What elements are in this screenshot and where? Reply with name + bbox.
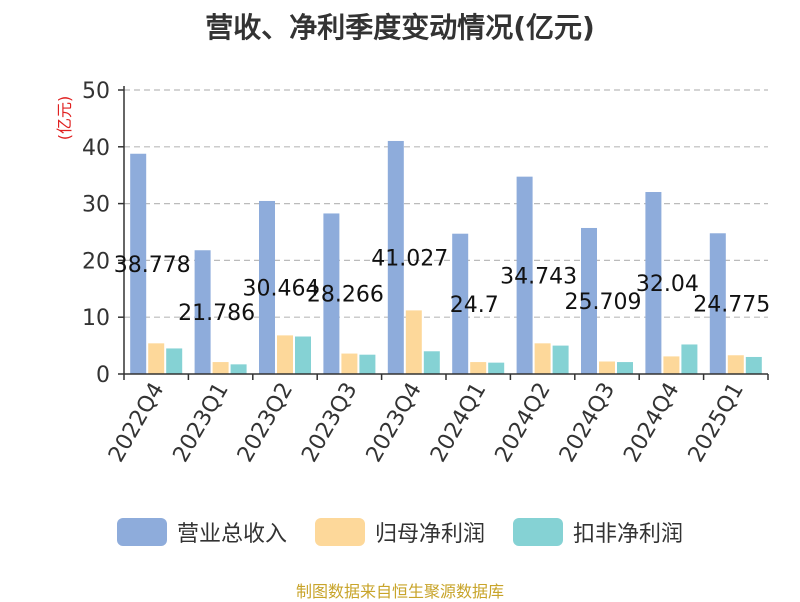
legend-swatch-net-profit	[314, 518, 365, 546]
data-label: 24.7	[450, 293, 499, 318]
legend-swatch-revenue	[116, 518, 167, 546]
bar-net-profit[interactable]	[277, 335, 293, 374]
bar-net-profit[interactable]	[663, 356, 680, 374]
chart-title: 营收、净利季度变动情况(亿元)	[205, 11, 595, 44]
bar-net-profit[interactable]	[599, 361, 615, 374]
y-tick-label: 40	[82, 136, 110, 161]
y-tick-label: 0	[96, 363, 110, 388]
x-tick-label: 2023Q3	[297, 379, 362, 467]
bar-deducted-profit[interactable]	[423, 351, 440, 374]
x-tick-label: 2024Q1	[426, 379, 491, 467]
x-tick-label: 2024Q4	[619, 379, 684, 467]
x-tick-label: 2024Q2	[490, 379, 555, 467]
bars	[130, 140, 762, 374]
legend: 营业总收入 归母净利润 扣非净利润	[0, 516, 800, 548]
legend-label-net-profit: 归母净利润	[374, 522, 485, 547]
y-axis-label: (亿元)	[55, 96, 74, 141]
y-tick-label: 20	[82, 249, 110, 274]
bar-deducted-profit[interactable]	[230, 364, 247, 374]
bar-net-profit[interactable]	[534, 343, 551, 374]
data-label: 34.743	[500, 264, 577, 289]
bar-deducted-profit[interactable]	[745, 356, 762, 374]
data-label: 24.775	[693, 293, 770, 318]
legend-label-deducted-profit: 扣非净利润	[573, 522, 684, 547]
bar-net-profit[interactable]	[727, 355, 744, 374]
bar-revenue[interactable]	[709, 233, 726, 374]
bar-deducted-profit[interactable]	[359, 354, 376, 374]
legend-item-deducted-profit[interactable]: 扣非净利润	[513, 516, 683, 548]
bar-revenue[interactable]	[452, 233, 469, 374]
bar-net-profit[interactable]	[148, 343, 165, 374]
x-tick-label: 2025Q1	[684, 379, 749, 467]
x-tick-label: 2023Q2	[233, 379, 298, 467]
x-tick-label: 2023Q1	[168, 379, 233, 467]
legend-label-revenue: 营业总收入	[176, 522, 287, 547]
data-label: 21.786	[178, 301, 255, 326]
bar-revenue[interactable]	[323, 213, 340, 374]
bar-deducted-profit[interactable]	[681, 344, 698, 374]
bar-net-profit[interactable]	[341, 353, 358, 374]
legend-item-revenue[interactable]: 营业总收入	[116, 516, 287, 548]
bar-net-profit[interactable]	[470, 362, 487, 374]
legend-swatch-deducted-profit	[513, 518, 563, 546]
legend-item-net-profit[interactable]: 归母净利润	[314, 516, 485, 548]
bar-revenue[interactable]	[516, 176, 533, 374]
bar-net-profit[interactable]	[212, 362, 229, 374]
bar-revenue[interactable]	[581, 227, 597, 374]
bar-deducted-profit[interactable]	[488, 362, 505, 374]
x-tick-label: 2022Q4	[104, 379, 169, 467]
bar-revenue[interactable]	[194, 250, 211, 374]
data-label: 38.778	[114, 253, 191, 278]
y-tick-label: 10	[82, 306, 110, 331]
bar-revenue[interactable]	[387, 140, 404, 374]
y-tick-label: 30	[82, 193, 110, 218]
bar-net-profit[interactable]	[405, 310, 422, 374]
bar-revenue[interactable]	[259, 200, 275, 374]
data-label: 25.709	[565, 290, 642, 315]
data-label: 30.464	[243, 276, 320, 301]
bar-revenue[interactable]	[130, 153, 147, 374]
bar-deducted-profit[interactable]	[166, 348, 183, 374]
data-label: 28.266	[307, 283, 384, 308]
data-label: 32.04	[636, 272, 699, 297]
x-tick-label: 2024Q3	[555, 379, 620, 467]
y-tick-label: 50	[82, 79, 110, 104]
bar-deducted-profit[interactable]	[552, 345, 569, 374]
x-tick-label: 2023Q4	[362, 379, 427, 467]
bar-revenue[interactable]	[645, 192, 662, 374]
data-source-note: 制图数据来自恒生聚源数据库	[295, 582, 504, 601]
bar-deducted-profit[interactable]	[617, 362, 633, 374]
bar-deducted-profit[interactable]	[295, 336, 311, 374]
grid-lines	[124, 89, 768, 318]
data-label: 41.027	[371, 246, 448, 271]
